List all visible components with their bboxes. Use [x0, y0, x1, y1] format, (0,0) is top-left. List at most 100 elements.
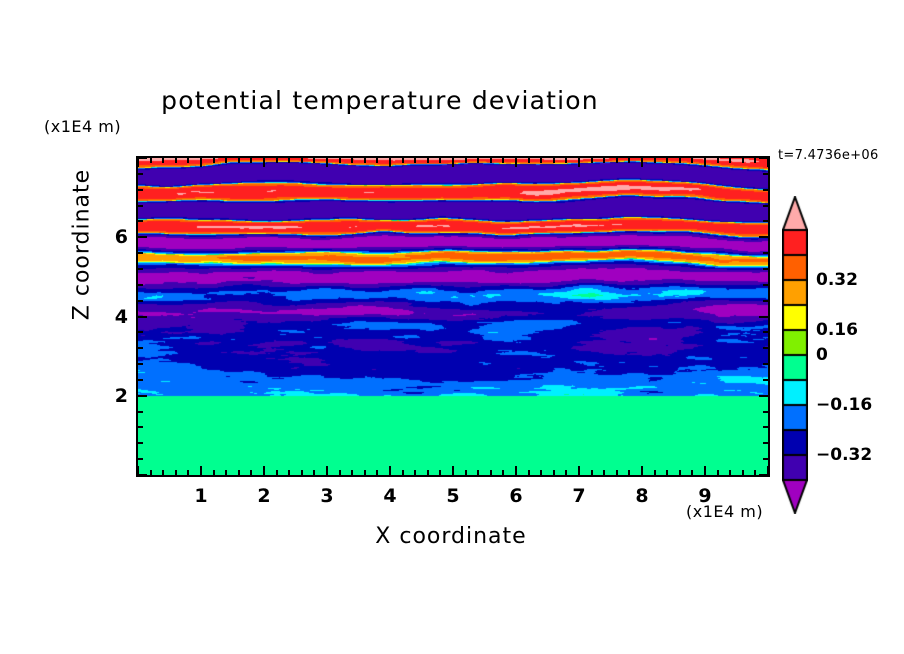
x-tick-minor-top	[401, 158, 404, 163]
x-tick-minor-top	[187, 158, 190, 163]
x-tick-major	[200, 466, 202, 475]
x-tick-major-top	[263, 158, 265, 167]
x-tick-minor	[540, 470, 543, 475]
x-tick-minor-top	[552, 158, 555, 163]
x-tick-minor	[741, 470, 744, 475]
x-tick-major-top	[326, 158, 328, 167]
x-tick-minor	[401, 470, 404, 475]
y-tick-minor	[138, 172, 143, 175]
y-tick-minor-right	[763, 252, 768, 255]
y-tick-minor-right	[763, 347, 768, 350]
x-tick-major-top	[200, 158, 202, 167]
x-tick-minor-top	[225, 158, 228, 163]
x-tick-major	[452, 466, 454, 475]
y-tick-minor-right	[763, 172, 768, 175]
x-tick-major-top	[137, 158, 139, 167]
y-tick-minor	[138, 204, 143, 207]
x-tick-major-top	[452, 158, 454, 167]
x-tick-minor	[363, 470, 366, 475]
y-tick-label: 6	[114, 226, 128, 249]
x-tick-label: 9	[698, 485, 712, 507]
x-tick-label: 4	[383, 485, 397, 507]
y-tick-minor	[138, 252, 143, 255]
y-tick-minor-right	[763, 220, 768, 223]
x-tick-label: 5	[446, 485, 460, 507]
y-tick-minor-right	[763, 458, 768, 461]
x-tick-minor-top	[691, 158, 694, 163]
x-tick-minor-top	[275, 158, 278, 163]
x-tick-minor	[590, 470, 593, 475]
x-tick-minor	[439, 470, 442, 475]
colorbar-tick-label: 0	[816, 345, 828, 365]
x-tick-minor-top	[754, 158, 757, 163]
x-tick-minor	[426, 470, 429, 475]
x-tick-minor-top	[439, 158, 442, 163]
x-tick-minor	[552, 470, 555, 475]
y-tick-minor	[138, 283, 143, 286]
x-tick-minor-top	[351, 158, 354, 163]
x-tick-major	[137, 466, 139, 475]
y-tick-minor	[138, 378, 143, 381]
x-tick-major-top	[515, 158, 517, 167]
x-tick-major-top	[641, 158, 643, 167]
x-tick-minor-top	[653, 158, 656, 163]
x-tick-minor	[351, 470, 354, 475]
z-axis-unit-label: (x1E4 m)	[44, 117, 122, 136]
x-tick-minor	[477, 470, 480, 475]
x-tick-minor	[603, 470, 606, 475]
x-tick-minor	[174, 470, 177, 475]
y-tick-minor	[138, 347, 143, 350]
x-tick-minor	[691, 470, 694, 475]
x-tick-major	[263, 466, 265, 475]
y-tick-minor	[138, 458, 143, 461]
x-tick-minor-top	[162, 158, 165, 163]
x-tick-minor-top	[729, 158, 732, 163]
x-tick-minor-top	[212, 158, 215, 163]
y-tick-major-right	[759, 394, 768, 397]
y-tick-minor	[138, 267, 143, 270]
x-tick-major	[767, 466, 769, 475]
x-tick-major-top	[767, 158, 769, 167]
x-tick-minor	[653, 470, 656, 475]
x-tick-minor	[729, 470, 732, 475]
y-tick-minor	[138, 299, 143, 302]
x-tick-minor	[288, 470, 291, 475]
x-tick-minor	[502, 470, 505, 475]
x-tick-minor	[149, 470, 152, 475]
y-tick-minor	[138, 188, 143, 191]
x-axis-title: X coordinate	[375, 524, 527, 549]
x-tick-minor	[565, 470, 568, 475]
x-tick-minor-top	[565, 158, 568, 163]
y-tick-minor	[138, 363, 143, 366]
x-tick-minor	[666, 470, 669, 475]
x-tick-minor	[464, 470, 467, 475]
x-tick-label: 1	[194, 485, 208, 507]
x-tick-minor-top	[666, 158, 669, 163]
x-tick-minor-top	[300, 158, 303, 163]
y-tick-minor	[138, 426, 143, 429]
x-tick-minor	[615, 470, 618, 475]
y-tick-minor	[138, 331, 143, 334]
y-tick-minor-right	[763, 267, 768, 270]
x-tick-minor-top	[237, 158, 240, 163]
x-tick-minor-top	[527, 158, 530, 163]
y-tick-minor-right	[763, 204, 768, 207]
y-tick-minor-right	[763, 378, 768, 381]
x-tick-minor	[313, 470, 316, 475]
x-tick-minor-top	[502, 158, 505, 163]
x-tick-minor	[250, 470, 253, 475]
timestamp-annotation: t=7.4736e+06	[778, 148, 879, 163]
x-tick-minor-top	[414, 158, 417, 163]
x-tick-major	[641, 466, 643, 475]
x-tick-minor	[527, 470, 530, 475]
x-tick-major	[326, 466, 328, 475]
x-tick-minor-top	[590, 158, 593, 163]
x-tick-minor-top	[313, 158, 316, 163]
y-tick-minor	[138, 220, 143, 223]
x-tick-major	[389, 466, 391, 475]
x-tick-minor-top	[678, 158, 681, 163]
x-tick-minor-top	[174, 158, 177, 163]
colorbar-tick-label: 0.16	[816, 320, 858, 340]
x-tick-minor	[678, 470, 681, 475]
y-tick-minor	[138, 410, 143, 413]
